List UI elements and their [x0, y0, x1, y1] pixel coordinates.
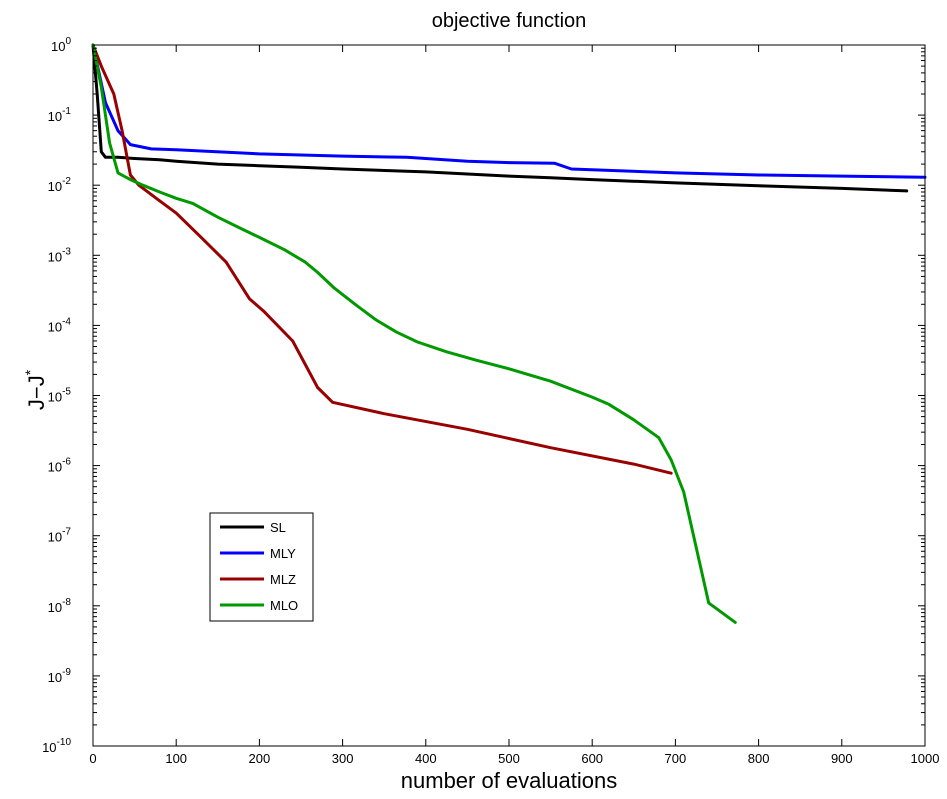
y-axis-label-superscript: * — [22, 369, 38, 375]
plot-area-frame — [92, 44, 926, 747]
y-tick-label: 10-1 — [48, 106, 72, 124]
x-axis-label: number of evaluations — [401, 768, 617, 793]
x-tick-label: 900 — [831, 751, 853, 766]
y-axis-label: J−J* — [22, 369, 49, 410]
y-tick-label: 10-5 — [48, 387, 72, 405]
y-tick-label: 10-7 — [48, 527, 72, 545]
series-line-sl — [91, 43, 909, 193]
plot-lines — [91, 43, 927, 624]
y-tick-label: 10-8 — [48, 597, 72, 615]
x-tick-label: 400 — [415, 751, 437, 766]
chart-title: objective function — [432, 10, 587, 32]
y-tick-label: 10-4 — [48, 316, 72, 334]
series-line-mlz — [91, 43, 673, 475]
x-tick-label: 200 — [249, 751, 271, 766]
x-tick-label: 100 — [165, 751, 187, 766]
x-tick-label: 500 — [498, 751, 520, 766]
x-tick-label: 600 — [581, 751, 603, 766]
y-tick-label: 100 — [51, 36, 71, 54]
legend-label-mlo: MLO — [270, 598, 298, 613]
x-tick-label: 0 — [89, 751, 96, 766]
y-tick-label: 10-2 — [48, 176, 72, 194]
y-tick-label: 10-10 — [42, 737, 71, 755]
y-axis-ticks: 10-10 10-9 10-8 10-7 10-6 10-5 10-4 10-3 10-2 10-… — [42, 36, 925, 755]
legend-label-mly: MLY — [270, 546, 296, 561]
x-tick-label: 300 — [332, 751, 354, 766]
legend: SL MLY MLZ MLO — [209, 512, 314, 622]
legend-label-mlz: MLZ — [270, 572, 296, 587]
x-tick-label: 800 — [748, 751, 770, 766]
y-tick-label: 10-3 — [48, 246, 72, 264]
y-tick-label: 10-9 — [48, 667, 72, 685]
series-line-mly — [91, 43, 927, 179]
legend-label-sl: SL — [270, 520, 286, 535]
y-axis-label-main: J−J — [24, 375, 49, 410]
y-tick-label: 10-6 — [48, 457, 72, 475]
x-axis-ticks: 0 100 200 300 400 500 600 700 800 900 1000 — [89, 45, 939, 766]
series-line-mlo — [91, 43, 737, 624]
legend-box — [209, 512, 314, 622]
x-tick-label: 700 — [665, 751, 687, 766]
x-tick-label: 1000 — [911, 751, 940, 766]
